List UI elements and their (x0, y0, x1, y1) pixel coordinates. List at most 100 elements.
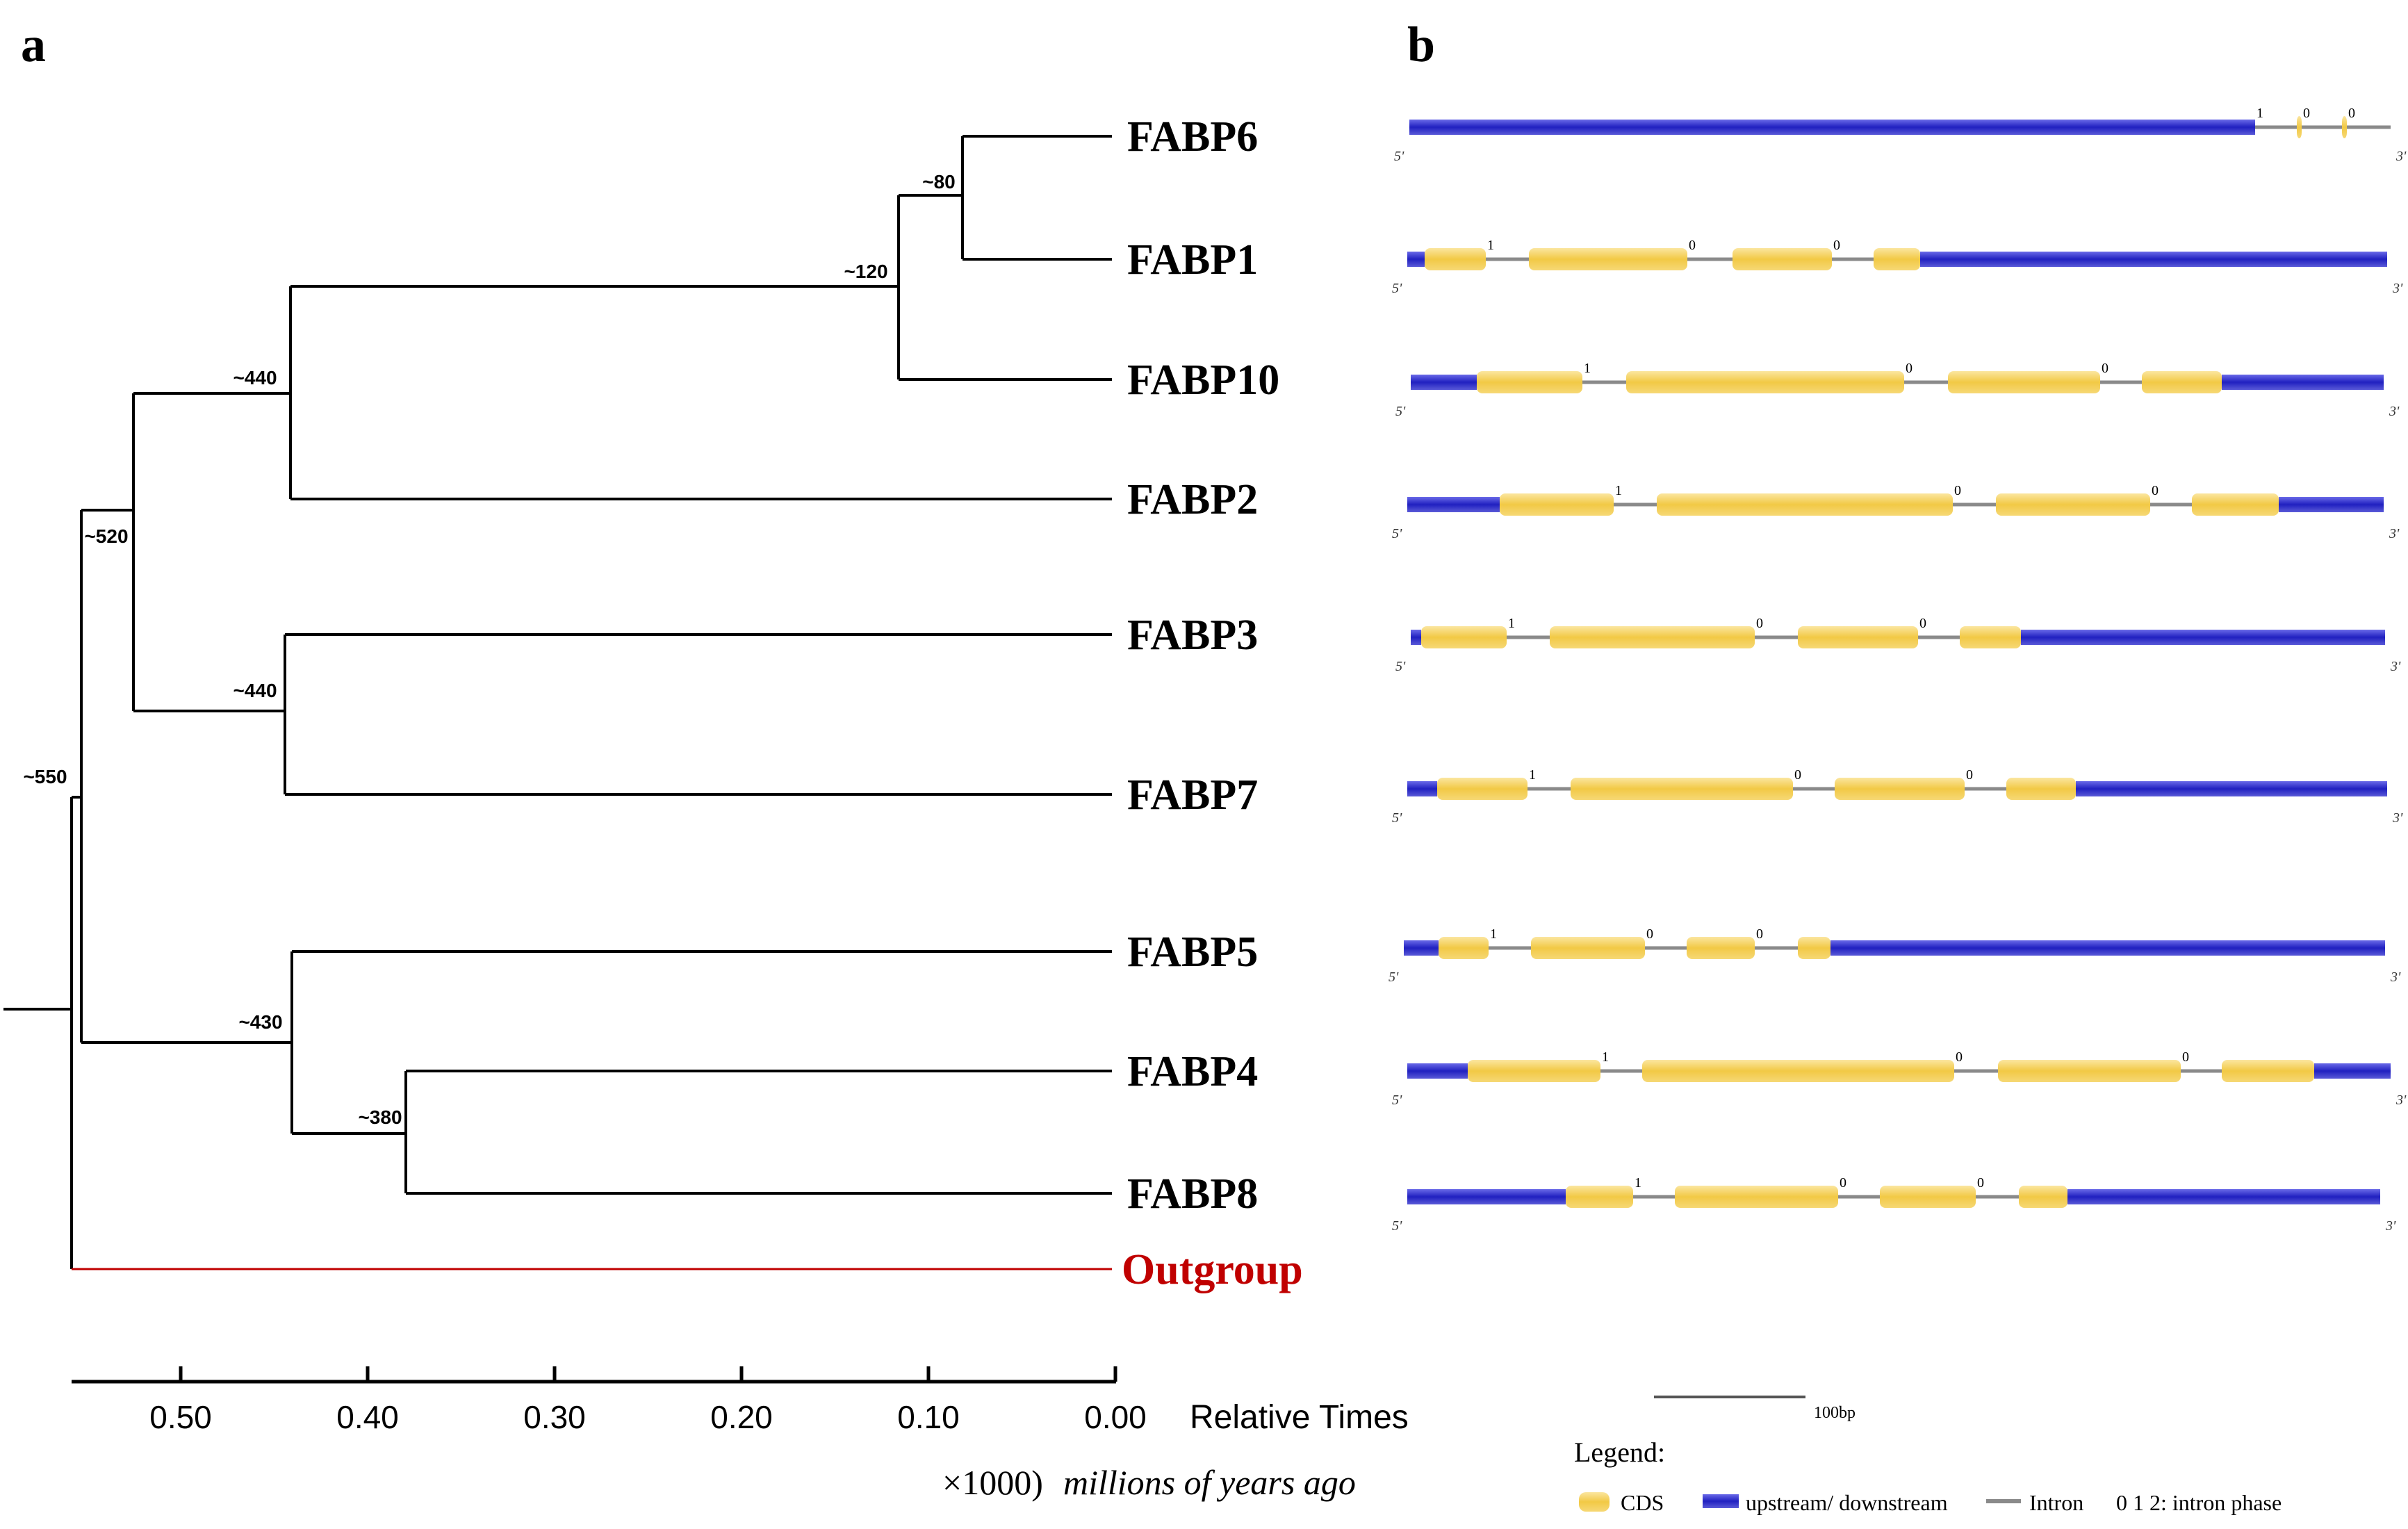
three-prime-end-label: 3' (2395, 1093, 2407, 1108)
utr-segment (1920, 252, 2387, 267)
scale-bar: 100bp (1654, 1396, 1856, 1422)
utr-segment (1409, 120, 2255, 135)
legend-title: Legend: (1574, 1437, 1665, 1468)
intron-phase-label: 1 (1635, 1175, 1641, 1191)
five-prime-end-label: 5' (1392, 1093, 1402, 1108)
taxon-label: FABP8 (1127, 1170, 1258, 1218)
node-age-440-upper: ~440 (233, 367, 277, 389)
three-prime-end-label: 3' (2390, 659, 2401, 674)
utr-segment (2314, 1063, 2391, 1079)
panel-a-label: a (21, 17, 46, 72)
time-axis-title: Relative Times (1190, 1399, 1409, 1436)
five-prime-end-label: 5' (1389, 970, 1399, 985)
time-axis-ticks (179, 1366, 1117, 1382)
cds-exon (1798, 937, 1830, 959)
taxon-label: FABP2 (1127, 476, 1258, 523)
gene-structure-fabp2: 1 0 0 5' 3' (1392, 483, 2400, 541)
node-age-430: ~430 (238, 1011, 282, 1033)
utr-segment (1407, 1189, 1566, 1204)
three-prime-end-label: 3' (2390, 970, 2401, 985)
five-prime-end-label: 5' (1394, 149, 1404, 164)
cds-exon (1571, 778, 1793, 800)
time-axis: 0.50 0.40 0.30 0.20 0.10 0.00 Relative T… (72, 1366, 1409, 1502)
cds-exon (1675, 1186, 1838, 1208)
intron-phase-label: 0 (1840, 1175, 1846, 1191)
time-axis-scale-unit: millions of years ago (1063, 1463, 1356, 1502)
intron-phase-label: 0 (2102, 361, 2108, 376)
time-axis-tick-label: 0.20 (710, 1399, 773, 1435)
five-prime-end-label: 5' (1392, 526, 1402, 541)
taxon-label-outgroup: Outgroup (1122, 1246, 1303, 1293)
legend-utr-swatch (1703, 1494, 1739, 1508)
utr-segment (1411, 375, 1477, 390)
cds-exon (1657, 493, 1953, 516)
cds-exon (1835, 778, 1965, 800)
intron-phase-label: 0 (2152, 483, 2159, 498)
cds-exon (2297, 116, 2302, 138)
intron-phase-label: 0 (2348, 106, 2355, 121)
intron-phase-label: 1 (2257, 106, 2263, 121)
cds-exon (1626, 371, 1904, 393)
cds-exon (1439, 937, 1489, 959)
cds-exon (1642, 1060, 1954, 1082)
intron-phase-label: 1 (1490, 926, 1497, 942)
three-prime-end-label: 3' (2385, 1218, 2396, 1234)
intron-phase-label: 0 (1646, 926, 1653, 942)
gene-structure-fabp1: 1 0 0 5' 3' (1392, 238, 2403, 296)
time-axis-scale-prefix: ×1000) (942, 1463, 1043, 1502)
utr-segment (1407, 497, 1500, 512)
cds-exon (1960, 626, 2021, 648)
cds-exon (1468, 1060, 1600, 1082)
taxon-label: FABP6 (1127, 113, 1258, 161)
panel-b-gene-structures: b 1 0 0 5' 3' 1 0 0 5' 3' 1 0 0 5' 3' 1 0 0 5' 3' 1 0 0 5' 3' 1 0 0… (1389, 17, 2407, 1515)
three-prime-end-label: 3' (2389, 526, 2400, 541)
cds-exon (1687, 937, 1755, 959)
taxon-label: FABP3 (1127, 612, 1258, 659)
scale-bar-label: 100bp (1814, 1404, 1856, 1422)
cds-exon (1996, 493, 2150, 516)
taxon-label: FABP5 (1127, 929, 1258, 976)
gene-structure-fabp6: 1 0 0 5' 3' (1394, 106, 2407, 164)
gene-structure-fabp3: 1 0 0 5' 3' (1395, 616, 2401, 674)
tree-branches (3, 135, 1112, 1270)
taxon-label: FABP4 (1127, 1048, 1258, 1095)
five-prime-end-label: 5' (1392, 281, 1402, 296)
time-axis-tick-label: 0.30 (523, 1399, 586, 1435)
utr-segment (1407, 252, 1425, 267)
utr-segment (2076, 781, 2387, 796)
three-prime-end-label: 3' (2395, 149, 2407, 164)
utr-segment (1830, 940, 2385, 956)
cds-exon (2192, 493, 2279, 516)
five-prime-end-label: 5' (1395, 404, 1406, 419)
intron-phase-label: 0 (1689, 238, 1696, 253)
node-age-440-lower: ~440 (233, 680, 277, 701)
cds-exon (2142, 371, 2222, 393)
five-prime-end-label: 5' (1392, 810, 1402, 826)
time-axis-tick-label: 0.40 (336, 1399, 399, 1435)
intron-phase-label: 1 (1615, 483, 1622, 498)
intron-phase-label: 0 (1977, 1175, 1984, 1191)
cds-exon (1437, 778, 1527, 800)
cds-exon (2342, 116, 2347, 138)
legend-cds-swatch (1579, 1492, 1610, 1512)
cds-exon (2222, 1060, 2314, 1082)
node-age-80: ~80 (922, 171, 956, 193)
intron-phase-label: 0 (1756, 616, 1763, 631)
cds-exon (1874, 248, 1920, 270)
intron-phase-label: 0 (1919, 616, 1926, 631)
panel-b-label: b (1407, 17, 1435, 72)
taxon-label: FABP10 (1127, 357, 1279, 404)
intron-phase-label: 1 (1584, 361, 1591, 376)
three-prime-end-label: 3' (2392, 281, 2403, 296)
cds-exon (1529, 248, 1687, 270)
taxon-labels: FABP6 FABP1 FABP10 FABP2 FABP3 FABP7 FAB… (1122, 113, 1303, 1293)
intron-phase-label: 0 (1756, 926, 1763, 942)
intron-phase-label: 0 (1954, 483, 1961, 498)
node-age-120: ~120 (844, 261, 887, 282)
cds-exon (2019, 1186, 2067, 1208)
intron-phase-label: 0 (1794, 767, 1801, 783)
cds-exon (1425, 248, 1486, 270)
intron-phase-label: 0 (1906, 361, 1913, 376)
node-age-380: ~380 (358, 1106, 402, 1128)
utr-segment (1404, 940, 1439, 956)
